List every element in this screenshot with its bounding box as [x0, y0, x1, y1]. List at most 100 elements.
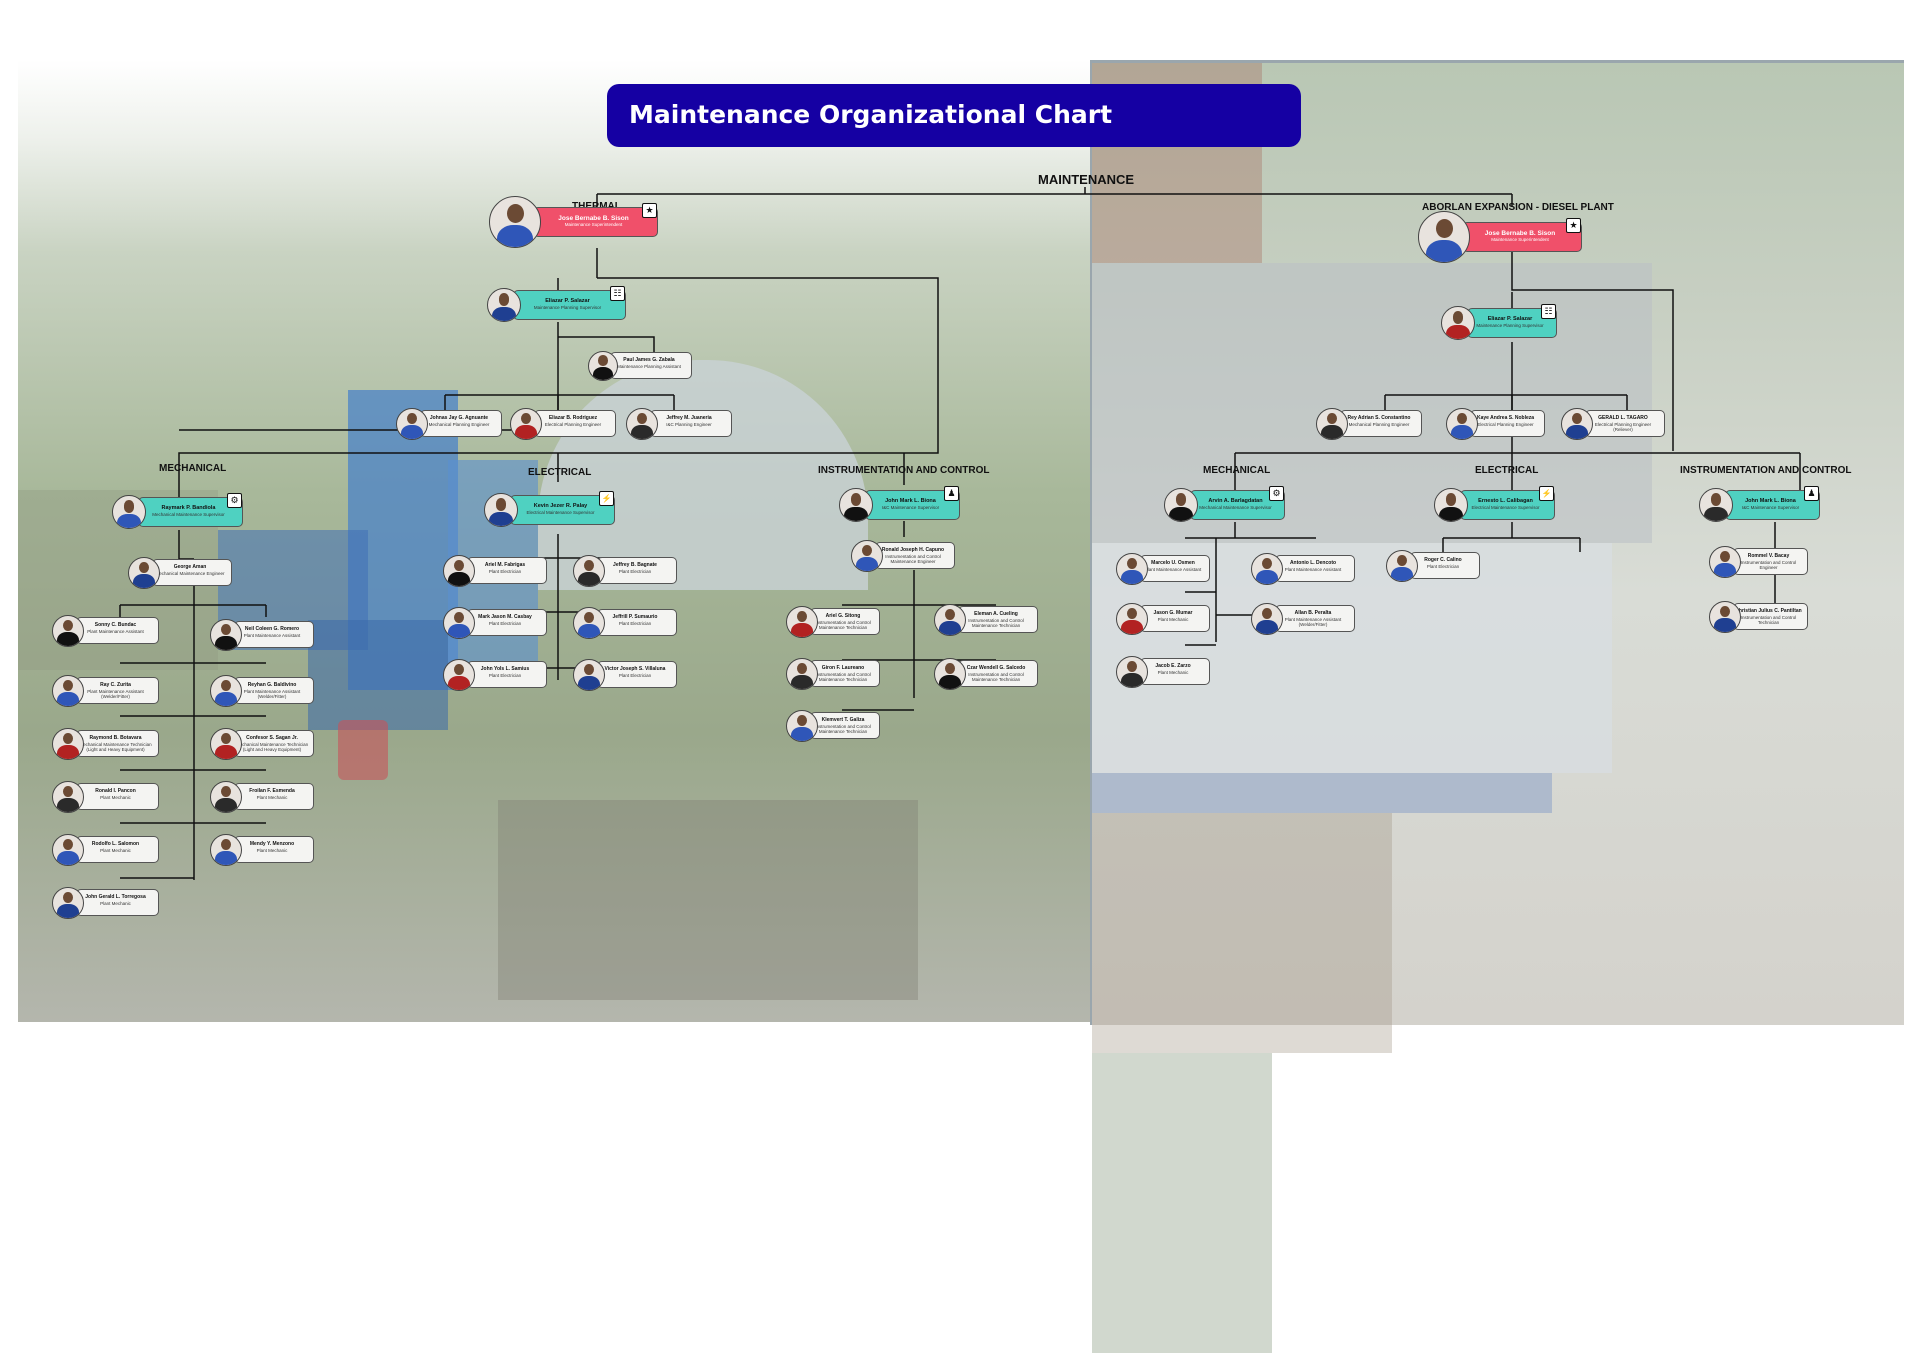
- person-card-thermal-instrumentation-left-staff-0: Ariel G. Sitong Instrumentation and Contr…: [810, 608, 880, 635]
- person-card-thermal-mechanical-supervisor: Raymark P. Bandiola Mechanical Maintenanc…: [138, 497, 243, 527]
- person-card-aborlan-electrical-left-staff-0: Roger C. Calino Plant Electrician: [1410, 552, 1480, 579]
- person-position: Maintenance Superintendent: [1491, 237, 1549, 242]
- person-position: Electrical Planning Engineer: [544, 422, 602, 427]
- avatar: [839, 488, 873, 522]
- gear-icon: ⚙: [227, 493, 242, 508]
- avatar: [786, 709, 818, 742]
- person-position: Plant Mechanic: [100, 901, 131, 906]
- avatar: [443, 658, 475, 691]
- person-name: John Gerald L. Torregosa: [85, 894, 146, 900]
- person-name: Eliazar P. Salazar: [545, 298, 590, 304]
- avatar: [52, 674, 84, 707]
- person-card-thermal-electrical-left-staff-1: Mark Jason M. Casbay Plant Electrician: [467, 609, 547, 636]
- person-card-thermal-mechanical-right-staff-4: Mendy Y. Menzono Plant Mechanic: [234, 836, 314, 863]
- person-position: Maintenance Superintendent: [564, 222, 623, 227]
- avatar: [786, 657, 818, 690]
- person-position: Mechanical Maintenance Technician (Light…: [79, 742, 152, 752]
- person-name: Rommel V. Bacay: [1747, 553, 1790, 559]
- person-name: Eleman A. Cueling: [974, 611, 1018, 617]
- person-name: Allan B. Peralta: [1294, 610, 1332, 616]
- person-name: Ernesto L. Calibagan: [1478, 498, 1533, 504]
- person-position: Mechanical Planning Engineer: [1348, 422, 1410, 427]
- avatar: [52, 614, 84, 647]
- person-name: Roger C. Calino: [1424, 557, 1462, 563]
- avatar: [1116, 552, 1148, 585]
- aborlan-mechanical-label: MECHANICAL: [1203, 465, 1271, 476]
- person-position: Instrumentation and Control Maintenance …: [968, 672, 1024, 682]
- person-position: Maintenance Planning Assistant: [617, 364, 681, 369]
- avatar: [1709, 600, 1741, 633]
- person-name: Rodolfo L. Salomon: [91, 841, 140, 847]
- person-name: Jeffrey M. Juaneria: [666, 415, 712, 421]
- person-card-thermal-superintendent: Jose Bernabe B. Sison Maintenance Superin…: [533, 207, 658, 237]
- person-position: Plant Mechanic: [1157, 617, 1189, 622]
- person-card-thermal-planning-engineers-0: Johnas Jay G. Agnuante Mechanical Plannin…: [420, 410, 502, 437]
- avatar: [1418, 211, 1470, 263]
- person-name: John Yols L. Samius: [480, 666, 530, 672]
- person-card-aborlan-planning-supervisor: Eliazar P. Salazar Maintenance Planning S…: [1467, 308, 1557, 338]
- thermal-electrical-label: ELECTRICAL: [528, 467, 592, 478]
- person-position: Mechanical Planning Engineer: [428, 422, 490, 427]
- avatar: [573, 606, 605, 639]
- person-name: Czar Wendell G. Salcedo: [966, 665, 1026, 671]
- avatar: [210, 618, 242, 651]
- person-name: Confesor S. Sagan Jr.: [246, 735, 298, 741]
- star-icon: ★: [642, 203, 657, 218]
- person-card-thermal-mechanical-left-staff-3: Ronald I. Pancon Plant Mechanic: [76, 783, 159, 810]
- person-card-thermal-mechanical-left-staff-4: Rodolfo L. Salomon Plant Mechanic: [76, 836, 159, 863]
- person-card-thermal-electrical-right-staff-0: Jeffrey B. Bagnate Plant Electrician: [597, 557, 677, 584]
- avatar: [52, 780, 84, 813]
- person-position: Mechanical Maintenance Supervisor: [152, 512, 225, 517]
- person-position: Instrumentation and Control Maintenance …: [815, 620, 871, 630]
- person-card-aborlan-mechanical-right-staff-1: Allan B. Peralta Plant Maintenance Assist…: [1275, 605, 1355, 632]
- person-position: Mechanical Maintenance Supervisor: [1199, 505, 1272, 510]
- avatar: [934, 657, 966, 690]
- avatar: [396, 407, 428, 440]
- avatar: [443, 554, 475, 587]
- person-position: Plant Maintenance Assistant: [1284, 567, 1342, 572]
- person-name: Victor Joseph S. Villaluna: [604, 666, 666, 672]
- avatar: [573, 554, 605, 587]
- avatar: [52, 833, 84, 866]
- person-position: Instrumentation and Control Engineer: [1740, 560, 1797, 570]
- avatar: [1699, 488, 1733, 522]
- person-card-thermal-mechanical-right-staff-2: Confesor S. Sagan Jr. Mechanical Maintena…: [234, 730, 314, 757]
- person-position: Plant Electrician: [488, 673, 522, 678]
- person-position: Plant Maintenance Assistant: [243, 633, 301, 638]
- person-card-thermal-mechanical-left-staff-0: Sonny C. Bundac Plant Maintenance Assista…: [76, 617, 159, 644]
- aborlan-instrumentation-label: INSTRUMENTATION AND CONTROL: [1680, 465, 1852, 476]
- person-card-thermal-planning-assistant: Paul James G. Zabala Maintenance Planning…: [610, 352, 692, 379]
- avatar: [1116, 602, 1148, 635]
- person-position: Plant Maintenance Assistant (Welder/Fitt…: [87, 689, 144, 699]
- person-name: Raymond B. Botavara: [89, 735, 142, 741]
- avatar: [1316, 407, 1348, 440]
- person-name: George Aman: [173, 564, 207, 570]
- person-position: Maintenance Planning Supervisor: [533, 305, 602, 310]
- person-position: Plant Electrician: [618, 569, 652, 574]
- person-position: Instrumentation and Control Maintenance …: [815, 672, 871, 682]
- person-name: Jose Bernabe B. Sison: [1484, 230, 1556, 237]
- person-name: Christian Julius C. Pantiltan: [1735, 608, 1802, 614]
- avatar: [484, 493, 518, 527]
- person-position: I&C Planning Engineer: [666, 422, 712, 427]
- person-card-thermal-planning-engineers-2: Jeffrey M. Juaneria I&C Planning Engineer: [650, 410, 732, 437]
- person-position: Electrical Planning Engineer (Reliever): [1594, 422, 1652, 432]
- avatar: [1251, 552, 1283, 585]
- person-name: Sonny C. Bundac: [94, 622, 137, 628]
- person-position: Instrumentation and Control Maintenance …: [815, 724, 871, 734]
- person-position: Mechanical Maintenance Technician (Light…: [235, 742, 309, 752]
- person-position: Electrical Maintenance Supervisor: [526, 510, 595, 515]
- person-name: Ronald I. Pancon: [95, 788, 136, 794]
- person-position: Instrumentation and Control Maintenance …: [885, 554, 941, 564]
- aborlan-label: ABORLAN EXPANSION - DIESEL PLANT: [1422, 202, 1614, 213]
- person-position: Plant Mechanic: [100, 848, 131, 853]
- person-card-thermal-mechanical-left-staff-1: Ray C. Zurita Plant Maintenance Assistant…: [76, 677, 159, 704]
- person-card-aborlan-mechanical-left-staff-2: Jacob E. Zarzo Plant Mechanic: [1140, 658, 1210, 685]
- person-card-aborlan-planning-engineers-2: GERALD L. TAGARO Electrical Planning Engi…: [1585, 410, 1665, 437]
- person-card-thermal-mechanical-right-staff-0: Neil Coleen G. Romero Plant Maintenance A…: [234, 621, 314, 648]
- person-card-aborlan-mechanical-left-staff-0: Marcelo U. Osmen Plant Maintenance Assist…: [1140, 555, 1210, 582]
- person-position: Plant Electrician: [618, 621, 652, 626]
- person-name: Jacob E. Zarzo: [1155, 663, 1191, 669]
- person-card-aborlan-planning-engineers-1: Kaye Andrea S. Nobleza Electrical Plannin…: [1470, 410, 1545, 437]
- person-position: Plant Mechanic: [100, 795, 131, 800]
